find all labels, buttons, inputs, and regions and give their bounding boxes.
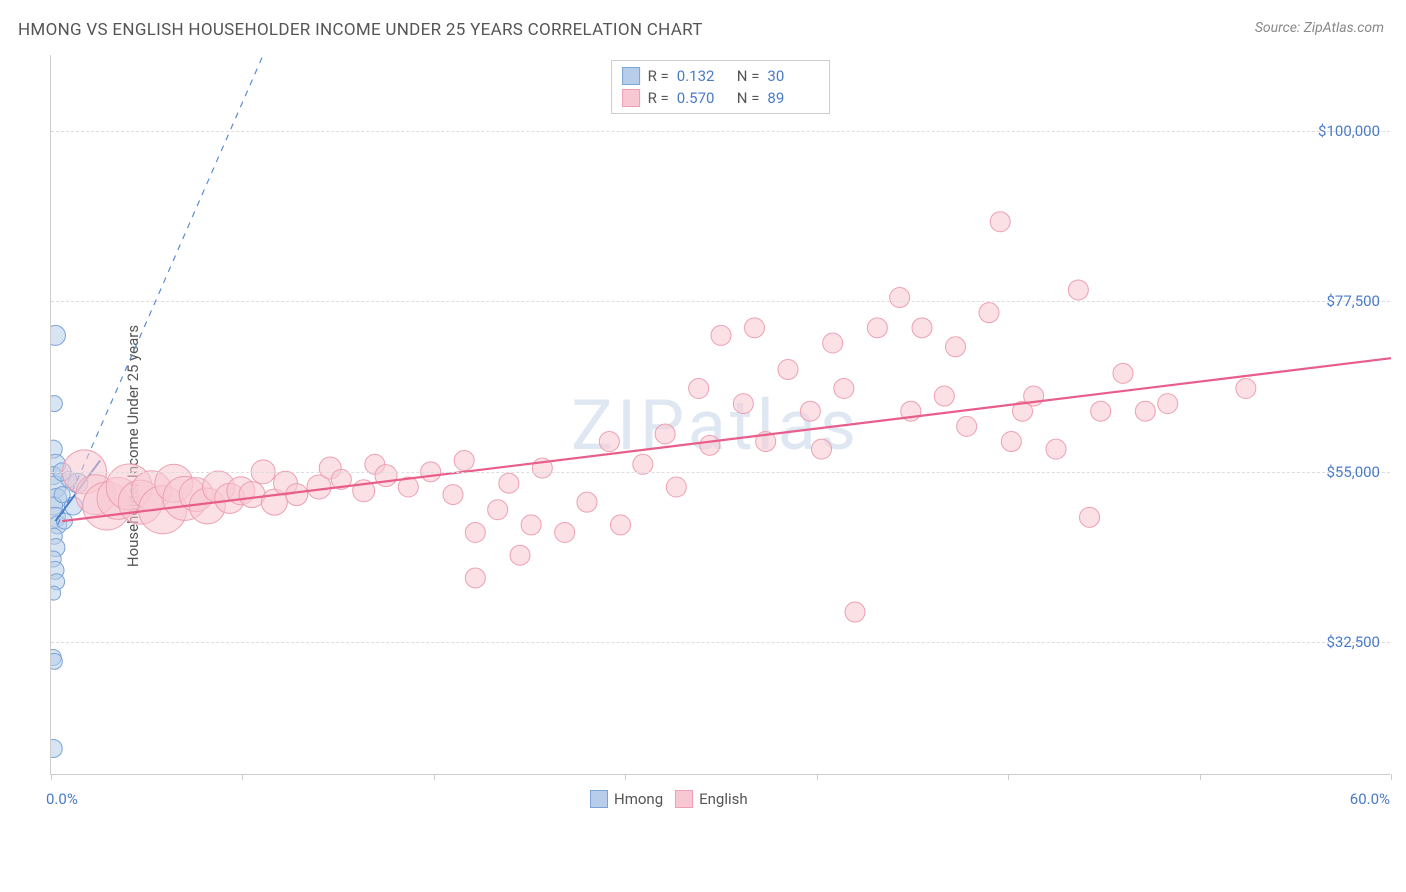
x-tick xyxy=(434,774,435,780)
x-tick xyxy=(1200,774,1201,780)
legend-label-english: English xyxy=(699,790,748,808)
legend-item-english: English xyxy=(675,790,748,808)
scatter-svg xyxy=(51,55,1391,775)
correlation-legend: R = 0.132 N = 30 R = 0.570 N = 89 xyxy=(611,60,831,114)
y-tick-label: $100,000 xyxy=(1318,122,1380,140)
y-tick-label: $77,500 xyxy=(1326,292,1380,310)
legend-row-hmong: R = 0.132 N = 30 xyxy=(622,65,820,87)
legend-swatch-english-icon xyxy=(675,790,693,808)
x-tick xyxy=(817,774,818,780)
n-label: N = xyxy=(737,67,760,85)
x-tick xyxy=(1008,774,1009,780)
gridline xyxy=(51,642,1390,643)
r-value: 0.132 xyxy=(677,67,729,85)
r-label: R = xyxy=(648,89,669,107)
legend-swatch-hmong xyxy=(622,67,640,85)
x-tick xyxy=(51,774,52,780)
x-axis-min-label: 0.0% xyxy=(46,790,78,808)
chart-title: HMONG VS ENGLISH HOUSEHOLDER INCOME UNDE… xyxy=(18,20,703,40)
source-attribution: Source: ZipAtlas.com xyxy=(1255,20,1384,36)
plot-area: ZIPatlas R = 0.132 N = 30 R = 0.570 N = … xyxy=(50,55,1390,775)
legend-swatch-english xyxy=(622,89,640,107)
legend-swatch-hmong-icon xyxy=(590,790,608,808)
legend-label-hmong: Hmong xyxy=(614,790,663,808)
r-label: R = xyxy=(648,67,669,85)
n-value: 30 xyxy=(767,67,819,85)
n-label: N = xyxy=(737,89,760,107)
x-tick xyxy=(625,774,626,780)
series-legend: Hmong English xyxy=(590,790,748,808)
y-tick-label: $55,000 xyxy=(1326,463,1380,481)
x-axis-max-label: 60.0% xyxy=(1350,790,1390,808)
gridline xyxy=(51,301,1390,302)
legend-row-english: R = 0.570 N = 89 xyxy=(622,87,820,109)
x-tick xyxy=(1391,774,1392,780)
y-tick-label: $32,500 xyxy=(1326,633,1380,651)
r-value: 0.570 xyxy=(677,89,729,107)
gridline xyxy=(51,131,1390,132)
legend-item-hmong: Hmong xyxy=(590,790,663,808)
n-value: 89 xyxy=(767,89,819,107)
gridline xyxy=(51,472,1390,473)
x-tick xyxy=(242,774,243,780)
